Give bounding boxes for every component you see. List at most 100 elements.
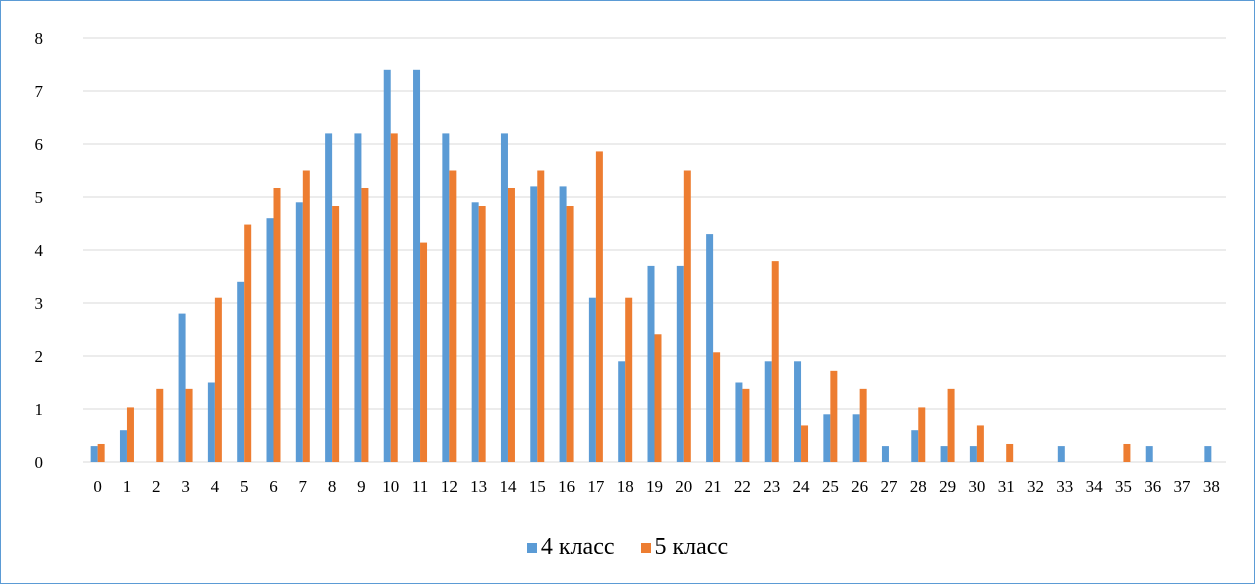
x-tick-label: 23 (763, 477, 780, 496)
y-tick-label: 2 (35, 347, 44, 366)
y-tick-label: 6 (35, 135, 44, 154)
bar-series-2-20 (683, 170, 691, 462)
x-tick-label: 15 (529, 477, 546, 496)
y-tick-label: 4 (35, 241, 44, 260)
x-tick-label: 0 (93, 477, 102, 496)
bar-series-1-10 (383, 69, 391, 463)
x-tick-label: 10 (382, 477, 399, 496)
bar-series-2-12 (449, 170, 457, 462)
x-tick-label: 20 (675, 477, 692, 496)
bar-series-1-11 (413, 69, 421, 463)
bar-series-2-5 (244, 224, 252, 462)
bar-series-2-14 (507, 187, 515, 463)
bar-series-1-33 (1057, 446, 1065, 462)
x-tick-label: 1 (123, 477, 132, 496)
bar-series-2-25 (830, 370, 838, 462)
bar-series-1-22 (735, 382, 743, 462)
bar-series-1-14 (500, 133, 508, 462)
bars (90, 69, 1212, 463)
y-tick-label: 3 (35, 294, 44, 313)
bar-series-2-13 (478, 206, 486, 462)
bar-series-1-4 (207, 382, 215, 462)
x-tick-label: 5 (240, 477, 249, 496)
x-tick-label: 31 (998, 477, 1015, 496)
x-tick-label: 35 (1115, 477, 1132, 496)
bar-series-2-30 (976, 425, 984, 462)
bar-series-1-17 (588, 297, 596, 462)
bar-series-2-9 (361, 187, 369, 463)
y-tick-label: 0 (35, 453, 44, 472)
legend-label-series-2: 5 класс (654, 534, 729, 560)
x-tick-label: 6 (269, 477, 278, 496)
x-tick-label: 28 (910, 477, 927, 496)
bar-series-2-3 (185, 388, 193, 462)
bar-series-1-27 (881, 446, 889, 462)
bar-series-2-15 (537, 170, 545, 462)
bar-series-2-22 (742, 388, 750, 462)
bar-series-2-29 (947, 388, 955, 462)
bar-series-2-31 (1006, 443, 1014, 462)
x-tick-label: 21 (705, 477, 722, 496)
x-tick-label: 19 (646, 477, 663, 496)
legend-swatch-series-1 (526, 542, 537, 553)
bar-series-1-16 (559, 186, 567, 462)
bar-series-2-24 (801, 425, 809, 462)
bar-series-2-28 (918, 407, 926, 462)
bar-series-2-1 (126, 407, 134, 462)
bar-series-1-19 (647, 265, 655, 462)
legend-swatch-series-2 (640, 542, 651, 553)
bar-series-1-9 (354, 133, 362, 462)
bar-series-1-13 (471, 202, 479, 463)
x-tick-label: 24 (793, 477, 811, 496)
y-tick-label: 1 (35, 400, 44, 419)
bar-series-2-8 (332, 206, 340, 462)
x-tick-label: 25 (822, 477, 839, 496)
bar-series-1-26 (852, 414, 860, 462)
x-axis-ticks: 0 1 2 3 4 5 6 7 8 9 10 11 12 13 14 15 16 17 18 19 20 21 22 23 24… (93, 477, 1219, 496)
y-tick-label: 5 (35, 188, 44, 207)
x-tick-label: 8 (328, 477, 337, 496)
bar-series-1-18 (618, 361, 626, 462)
bar-series-1-29 (940, 446, 948, 462)
x-tick-label: 4 (211, 477, 220, 496)
x-tick-label: 32 (1027, 477, 1044, 496)
bar-series-1-30 (969, 446, 977, 462)
bar-series-2-6 (273, 187, 281, 463)
bar-series-1-23 (764, 361, 772, 462)
bar-series-1-0 (90, 446, 98, 462)
x-tick-label: 2 (152, 477, 161, 496)
y-tick-label: 8 (35, 29, 44, 48)
bar-series-1-20 (676, 265, 684, 462)
bar-series-1-36 (1145, 446, 1153, 462)
bar-series-2-18 (625, 297, 633, 462)
x-tick-label: 17 (587, 477, 605, 496)
bar-series-2-35 (1123, 443, 1131, 462)
legend-item-series-2: 5 класс (640, 534, 729, 561)
bar-series-1-3 (178, 313, 186, 462)
x-tick-label: 33 (1056, 477, 1073, 496)
x-tick-label: 36 (1144, 477, 1161, 496)
x-tick-label: 9 (357, 477, 366, 496)
bar-series-2-4 (214, 297, 222, 462)
x-tick-label: 13 (470, 477, 487, 496)
bar-series-2-17 (595, 151, 603, 463)
bar-series-1-8 (325, 133, 333, 462)
legend-item-series-1: 4 класс (526, 534, 615, 561)
x-tick-label: 3 (181, 477, 190, 496)
y-tick-label: 7 (35, 82, 44, 101)
x-tick-label: 30 (968, 477, 985, 496)
y-axis-ticks: 0 1 2 3 4 5 6 7 8 (35, 29, 44, 472)
bar-series-1-24 (794, 361, 802, 462)
bar-series-2-11 (420, 242, 428, 462)
x-tick-label: 11 (412, 477, 428, 496)
x-tick-label: 7 (299, 477, 308, 496)
bar-series-2-21 (713, 352, 721, 462)
bar-series-1-38 (1204, 446, 1212, 462)
legend-label-series-1: 4 класс (540, 534, 615, 560)
x-tick-label: 12 (441, 477, 458, 496)
bar-series-2-19 (654, 334, 662, 462)
bar-series-2-16 (566, 206, 574, 462)
x-tick-label: 14 (499, 477, 517, 496)
